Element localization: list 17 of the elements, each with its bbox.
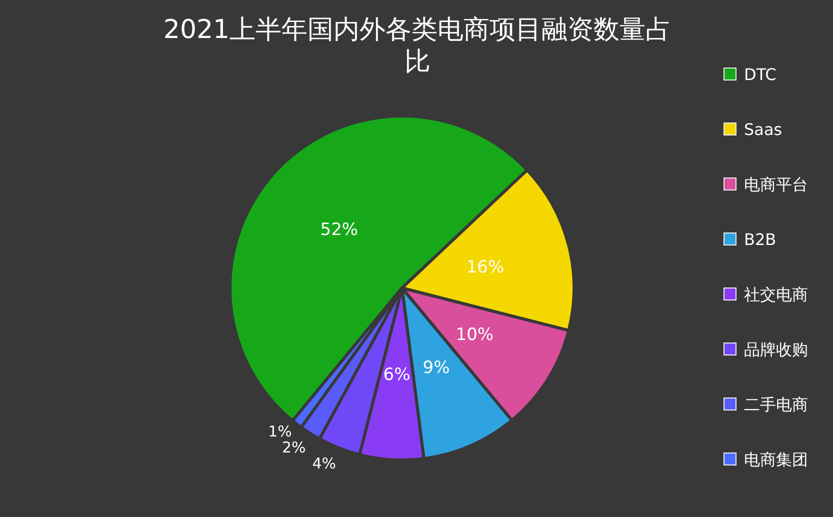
data-label: 52% [320,220,358,240]
legend-label: 二手电商 [744,395,808,414]
legend-label: 电商平台 [744,175,808,194]
legend-label: B2B [744,230,776,249]
legend-label: 电商集团 [744,450,808,469]
data-label: 6% [383,364,410,385]
legend-label: Saas [744,120,782,139]
legend-label: 品牌收购 [744,340,808,359]
data-label: 4% [312,454,336,472]
data-label: 10% [456,324,494,345]
legend-label: DTC [744,65,776,84]
data-label: 16% [466,257,504,278]
data-label: 2% [282,438,306,456]
data-label: 1% [268,422,292,440]
legend-label: 社交电商 [744,285,808,304]
data-label: 9% [422,358,450,378]
title: 2021上半年国内外各类电商项目融资数量占比 [162,14,673,78]
